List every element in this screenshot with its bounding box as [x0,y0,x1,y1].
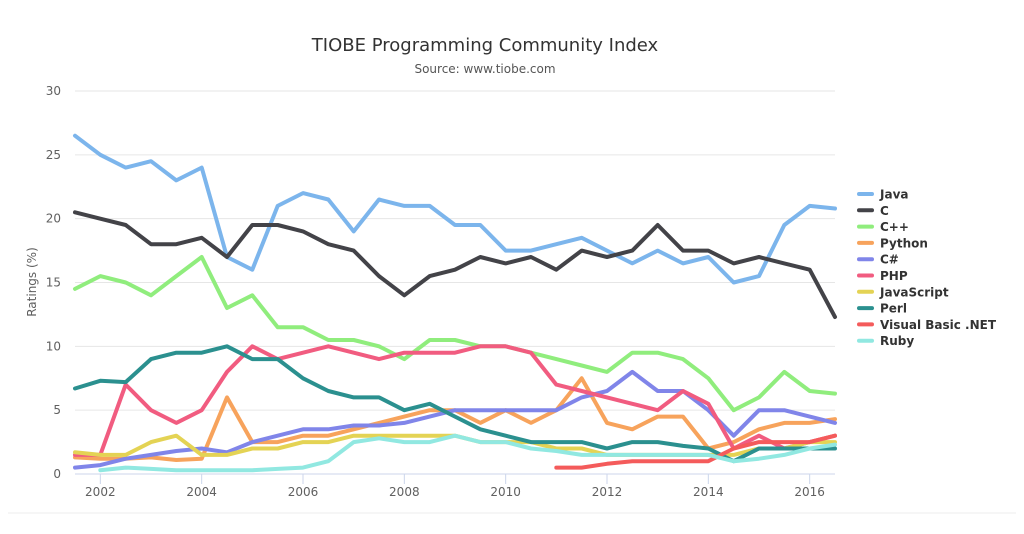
legend-swatch [857,289,874,294]
legend-label: Java [879,188,908,202]
legend-item[interactable]: Perl [857,302,907,316]
legend-item[interactable]: Ruby [857,334,914,348]
chart-subtitle[interactable]: Source: www.tiobe.com [414,62,555,76]
legend-label: Python [880,236,928,250]
y-tick-label: 20 [46,212,61,226]
legend-swatch [857,224,874,229]
y-tick-label: 5 [53,403,61,417]
legend-item[interactable]: Visual Basic .NET [857,318,997,332]
legend-label: C++ [880,220,909,234]
x-tick-label: 2006 [288,485,319,499]
series-line-php[interactable] [73,344,837,457]
series-line-c-[interactable] [73,255,837,413]
legend-swatch [857,273,874,278]
legend-swatch [857,338,874,343]
series-line-visual-basic-net[interactable] [554,433,837,470]
legend-item[interactable]: C++ [857,220,909,234]
series-line-java[interactable] [73,133,837,285]
legend-item[interactable]: JavaScript [857,285,949,299]
chart-title: TIOBE Programming Community Index [311,35,659,56]
series-line-c-[interactable] [73,369,837,470]
legend-swatch [857,306,874,311]
legend-item[interactable]: C [857,204,889,218]
y-tick-label: 0 [53,467,61,481]
y-tick-label: 15 [46,276,61,290]
legend-item[interactable]: Python [857,236,928,250]
legend-swatch [857,257,874,262]
x-tick-label: 2010 [490,485,521,499]
legend-label: JavaScript [879,285,949,299]
y-tick-label: 25 [46,148,61,162]
legend-label: C# [880,253,899,267]
x-tick-label: 2002 [85,485,116,499]
x-tick-label: 2014 [693,485,724,499]
x-tick-label: 2016 [794,485,825,499]
x-tick-label: 2008 [389,485,420,499]
legend-label: Perl [880,302,907,316]
series-line-perl[interactable] [73,344,837,464]
legend-item[interactable]: Java [857,188,908,202]
legend-swatch [857,192,874,196]
legend-item[interactable]: PHP [857,269,908,283]
legend-label: C [880,204,889,218]
legend-label: Visual Basic .NET [880,318,997,332]
legend-label: Ruby [880,334,914,348]
series-line-ruby[interactable] [98,433,837,473]
y-tick-label: 30 [46,84,61,98]
legend-swatch [857,322,874,327]
legend-swatch [857,240,874,245]
legend-swatch [857,208,874,213]
y-tick-label: 10 [46,339,61,353]
legend-label: PHP [880,269,908,283]
x-tick-label: 2004 [186,485,217,499]
series-line-c[interactable] [73,210,837,319]
y-axis-label: Ratings (%) [25,247,39,317]
x-tick-label: 2012 [592,485,623,499]
legend-item[interactable]: C# [857,253,899,267]
